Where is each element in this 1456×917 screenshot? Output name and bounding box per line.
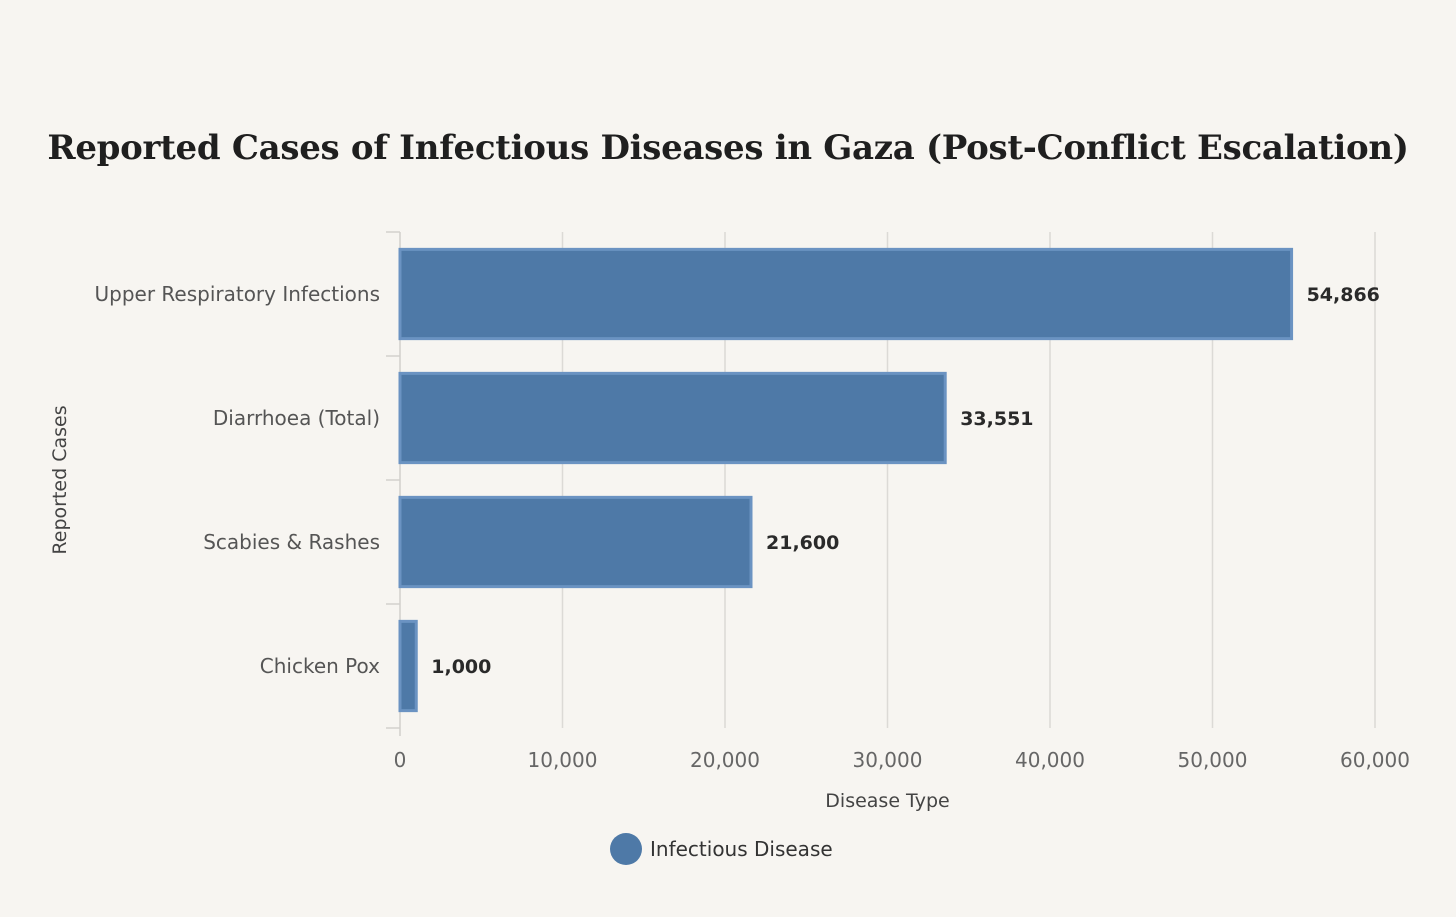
legend-label: Infectious Disease (650, 837, 833, 861)
x-tick-label: 50,000 (1178, 748, 1248, 772)
category-label: Diarrhoea (Total) (213, 406, 380, 430)
category-label: Chicken Pox (260, 654, 380, 678)
legend-swatch-icon (610, 833, 642, 865)
data-label: 33,551 (960, 408, 1033, 430)
y-axis-title: Reported Cases (49, 405, 71, 554)
category-label: Scabies & Rashes (203, 530, 380, 554)
x-tick-label: 40,000 (1015, 748, 1085, 772)
data-label: 54,866 (1307, 284, 1380, 306)
x-axis-title: Disease Type (825, 790, 949, 812)
data-label: 21,600 (766, 532, 839, 554)
x-tick-label: 30,000 (853, 748, 923, 772)
bar-scabies-rashes[interactable] (398, 495, 753, 589)
x-tick-label: 0 (394, 748, 407, 772)
x-tick-label: 60,000 (1340, 748, 1410, 772)
x-tick-label: 10,000 (528, 748, 598, 772)
bar-upper-respiratory-infections[interactable] (398, 247, 1294, 341)
x-tick-label: 20,000 (690, 748, 760, 772)
category-label: Upper Respiratory Infections (94, 282, 380, 306)
data-label: 1,000 (431, 656, 491, 678)
bar-chicken-pox[interactable] (398, 619, 418, 713)
legend[interactable]: Infectious Disease (610, 833, 833, 865)
bar-diarrhoea-total[interactable] (398, 371, 947, 465)
chart-title: Reported Cases of Infectious Diseases in… (47, 128, 1409, 168)
